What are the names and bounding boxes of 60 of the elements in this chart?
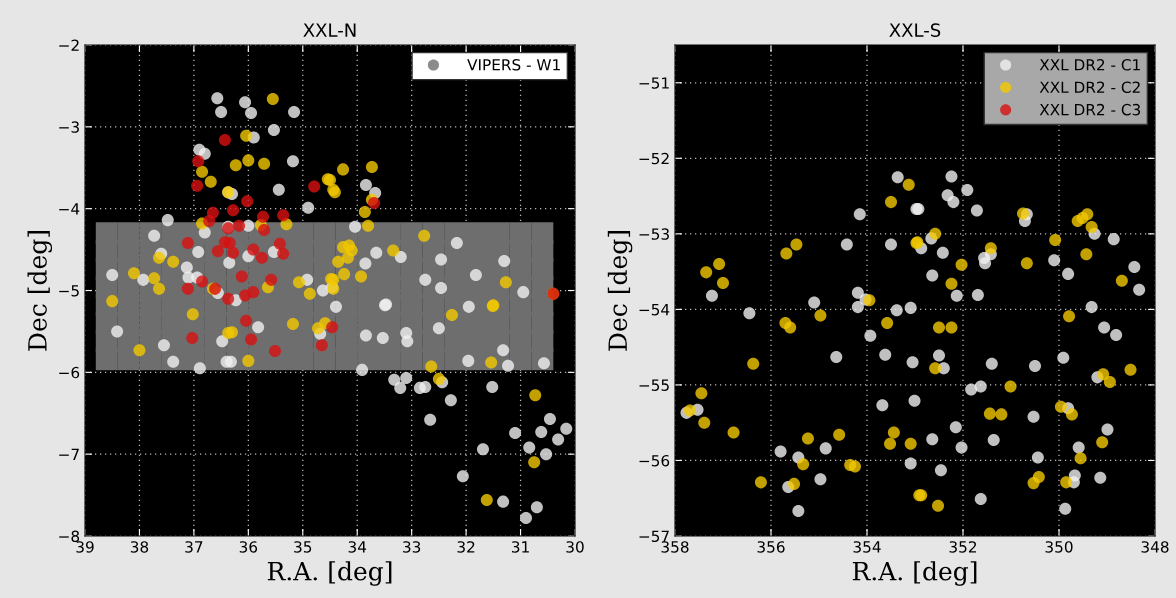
point xyxy=(326,321,339,334)
x-axis-title: R.A. [deg] xyxy=(267,561,392,586)
y-tick-label: −53 xyxy=(639,228,669,240)
point xyxy=(308,180,321,193)
y-tick-label: −51 xyxy=(639,77,669,89)
y-axis-title: Dec [deg] xyxy=(607,231,633,351)
point xyxy=(218,133,231,146)
y-tick-label: −3 xyxy=(59,121,79,133)
x-tick-label: 31 xyxy=(512,541,529,553)
legend-label: XXL DR2 - C2 xyxy=(1039,81,1140,93)
chart-title: XXL-N xyxy=(303,23,356,37)
y-tick-label: −52 xyxy=(639,152,669,165)
x-tick-label: 36 xyxy=(239,541,258,553)
point xyxy=(240,314,253,327)
y-tick-label: −4 xyxy=(59,203,80,215)
point xyxy=(269,345,282,358)
point xyxy=(181,237,194,250)
x-tick-label: 30 xyxy=(566,541,584,553)
point xyxy=(203,214,216,227)
x-tick-label: 38 xyxy=(130,541,149,553)
legend-label: XXL DR2 - C1 xyxy=(1039,59,1140,71)
point xyxy=(222,292,235,305)
x-tick-label: 35 xyxy=(294,541,312,553)
y-tick-label: −57 xyxy=(639,530,669,543)
point xyxy=(192,155,205,168)
x-tick-label: 352 xyxy=(949,541,977,553)
x-tick-label: 354 xyxy=(853,541,881,553)
point xyxy=(223,237,236,250)
x-tick-label: 39 xyxy=(76,541,94,553)
point xyxy=(227,204,240,217)
x-tick-label: 32 xyxy=(457,541,475,553)
y-tick-label: −55 xyxy=(639,379,669,391)
x-tick-label: 350 xyxy=(1045,541,1073,553)
x-tick-label: 358 xyxy=(661,541,689,553)
point xyxy=(245,333,258,346)
x-tick-label: 356 xyxy=(757,541,785,553)
y-axis-title: Dec [deg] xyxy=(27,231,53,351)
point xyxy=(277,209,290,222)
x-tick-label: 348 xyxy=(1141,541,1169,553)
point xyxy=(241,195,254,208)
y-tick-label: −56 xyxy=(639,454,670,467)
y-tick-label: −7 xyxy=(59,448,79,460)
y-tick-label: −5 xyxy=(59,285,79,297)
point xyxy=(273,237,286,250)
x-tick-label: 37 xyxy=(185,541,203,553)
y-tick-label: −6 xyxy=(59,366,80,379)
point xyxy=(255,251,268,264)
x-axis-title: R.A. [deg] xyxy=(852,561,977,586)
chart-title: XXL-S xyxy=(889,23,941,37)
legend-label: VIPERS - W1 xyxy=(467,59,560,71)
x-tick-label: 34 xyxy=(348,541,367,553)
point xyxy=(265,273,278,286)
x-tick-label: 33 xyxy=(403,541,421,553)
point xyxy=(257,210,270,223)
point xyxy=(235,270,248,283)
point xyxy=(191,179,204,192)
legend-label: XXL DR2 - C3 xyxy=(1039,103,1141,116)
point xyxy=(196,275,209,288)
y-tick-label: −54 xyxy=(639,304,670,316)
y-tick-label: −2 xyxy=(59,39,79,51)
